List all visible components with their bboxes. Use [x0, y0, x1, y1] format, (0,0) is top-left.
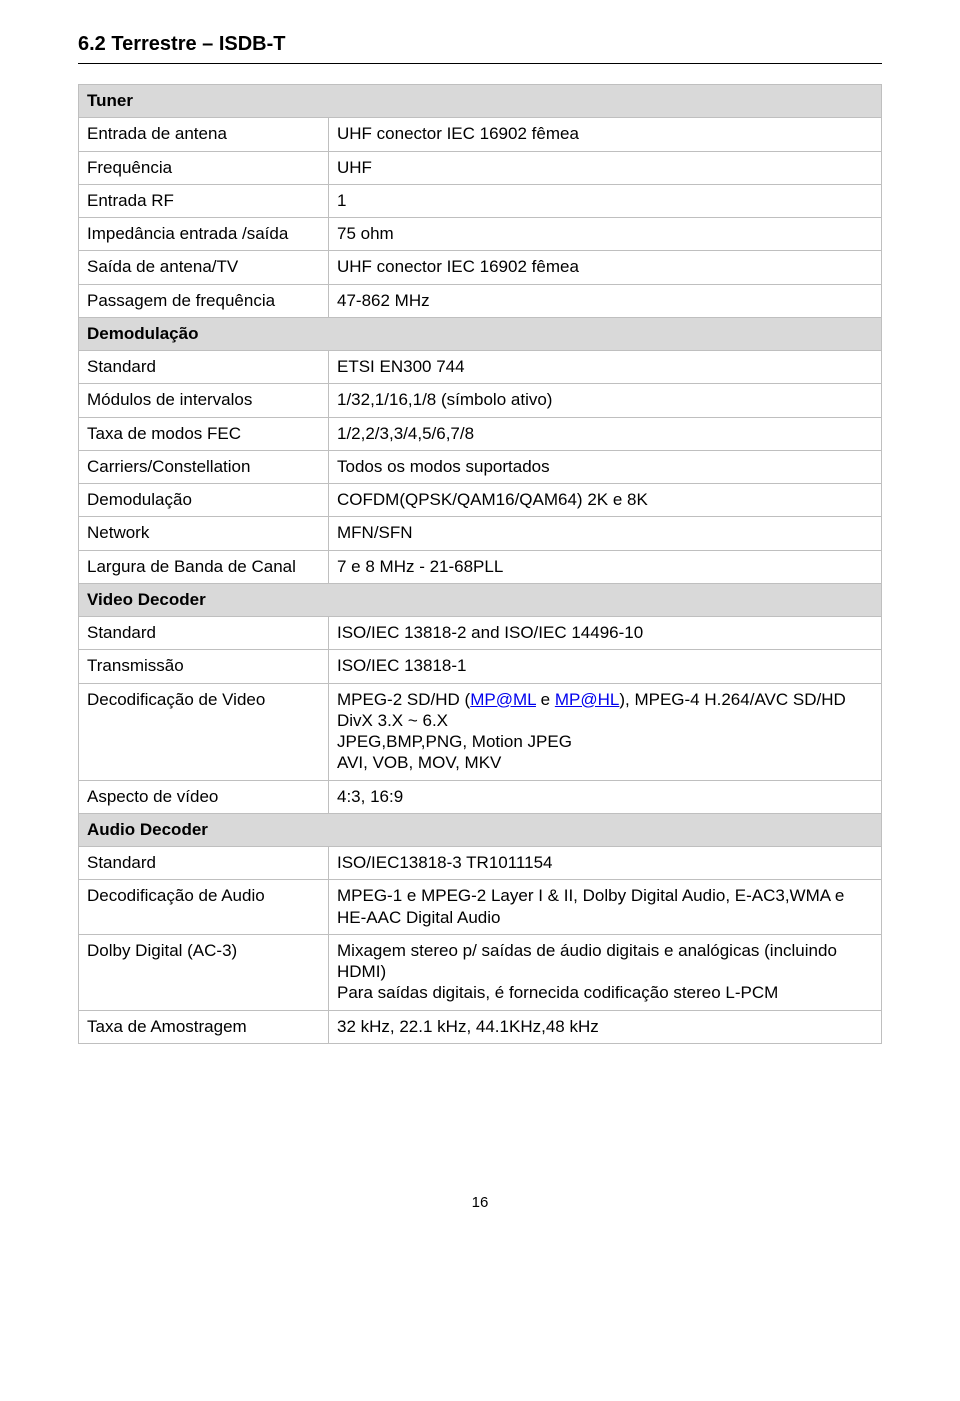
spec-value: 4:3, 16:9: [329, 780, 882, 813]
heading-underline: [78, 63, 882, 64]
spec-label: Saída de antena/TV: [79, 251, 329, 284]
spec-value: MPEG-1 e MPEG-2 Layer I & II, Dolby Digi…: [329, 880, 882, 935]
spec-value: UHF conector IEC 16902 fêmea: [329, 251, 882, 284]
section-heading: 6.2 Terrestre – ISDB-T: [78, 32, 882, 57]
spec-value: Mixagem stereo p/ saídas de áudio digita…: [329, 934, 882, 1010]
group-header: Audio Decoder: [79, 813, 882, 846]
spec-value: UHF: [329, 151, 882, 184]
spec-label: Transmissão: [79, 650, 329, 683]
spec-value: ISO/IEC 13818-1: [329, 650, 882, 683]
spec-table: TunerEntrada de antenaUHF conector IEC 1…: [78, 84, 882, 1044]
page-number: 16: [78, 1194, 882, 1213]
spec-label: Standard: [79, 617, 329, 650]
spec-label: Passagem de frequência: [79, 284, 329, 317]
spec-value: MPEG-2 SD/HD (MP@ML e MP@HL), MPEG-4 H.2…: [329, 683, 882, 780]
spec-value: 1/2,2/3,3/4,5/6,7/8: [329, 417, 882, 450]
spec-label: Taxa de modos FEC: [79, 417, 329, 450]
spec-value: 1/32,1/16,1/8 (símbolo ativo): [329, 384, 882, 417]
spec-label: Carriers/Constellation: [79, 450, 329, 483]
spec-label: Dolby Digital (AC-3): [79, 934, 329, 1010]
group-header: Video Decoder: [79, 583, 882, 616]
spec-label: Demodulação: [79, 484, 329, 517]
spec-label: Network: [79, 517, 329, 550]
spec-value: ISO/IEC 13818-2 and ISO/IEC 14496-10: [329, 617, 882, 650]
spec-value: COFDM(QPSK/QAM16/QAM64) 2K e 8K: [329, 484, 882, 517]
group-header: Tuner: [79, 85, 882, 118]
spec-value: 47-862 MHz: [329, 284, 882, 317]
spec-label: Impedância entrada /saída: [79, 218, 329, 251]
spec-value: 32 kHz, 22.1 kHz, 44.1KHz,48 kHz: [329, 1010, 882, 1043]
spec-label: Standard: [79, 351, 329, 384]
spec-value: Todos os modos suportados: [329, 450, 882, 483]
spec-label: Standard: [79, 847, 329, 880]
spec-value: MFN/SFN: [329, 517, 882, 550]
spec-value: 75 ohm: [329, 218, 882, 251]
spec-label: Largura de Banda de Canal: [79, 550, 329, 583]
spec-value: ISO/IEC13818-3 TR1011154: [329, 847, 882, 880]
spec-value: 7 e 8 MHz - 21-68PLL: [329, 550, 882, 583]
link-mpml[interactable]: MP@ML: [470, 690, 536, 709]
spec-label: Frequência: [79, 151, 329, 184]
group-header: Demodulação: [79, 317, 882, 350]
spec-label: Módulos de intervalos: [79, 384, 329, 417]
spec-label: Entrada de antena: [79, 118, 329, 151]
spec-value: UHF conector IEC 16902 fêmea: [329, 118, 882, 151]
link-mphl[interactable]: MP@HL: [555, 690, 620, 709]
spec-label: Decodificação de Audio: [79, 880, 329, 935]
spec-value: 1: [329, 184, 882, 217]
spec-label: Entrada RF: [79, 184, 329, 217]
spec-value: ETSI EN300 744: [329, 351, 882, 384]
spec-label: Aspecto de vídeo: [79, 780, 329, 813]
spec-label: Decodificação de Video: [79, 683, 329, 780]
spec-label: Taxa de Amostragem: [79, 1010, 329, 1043]
